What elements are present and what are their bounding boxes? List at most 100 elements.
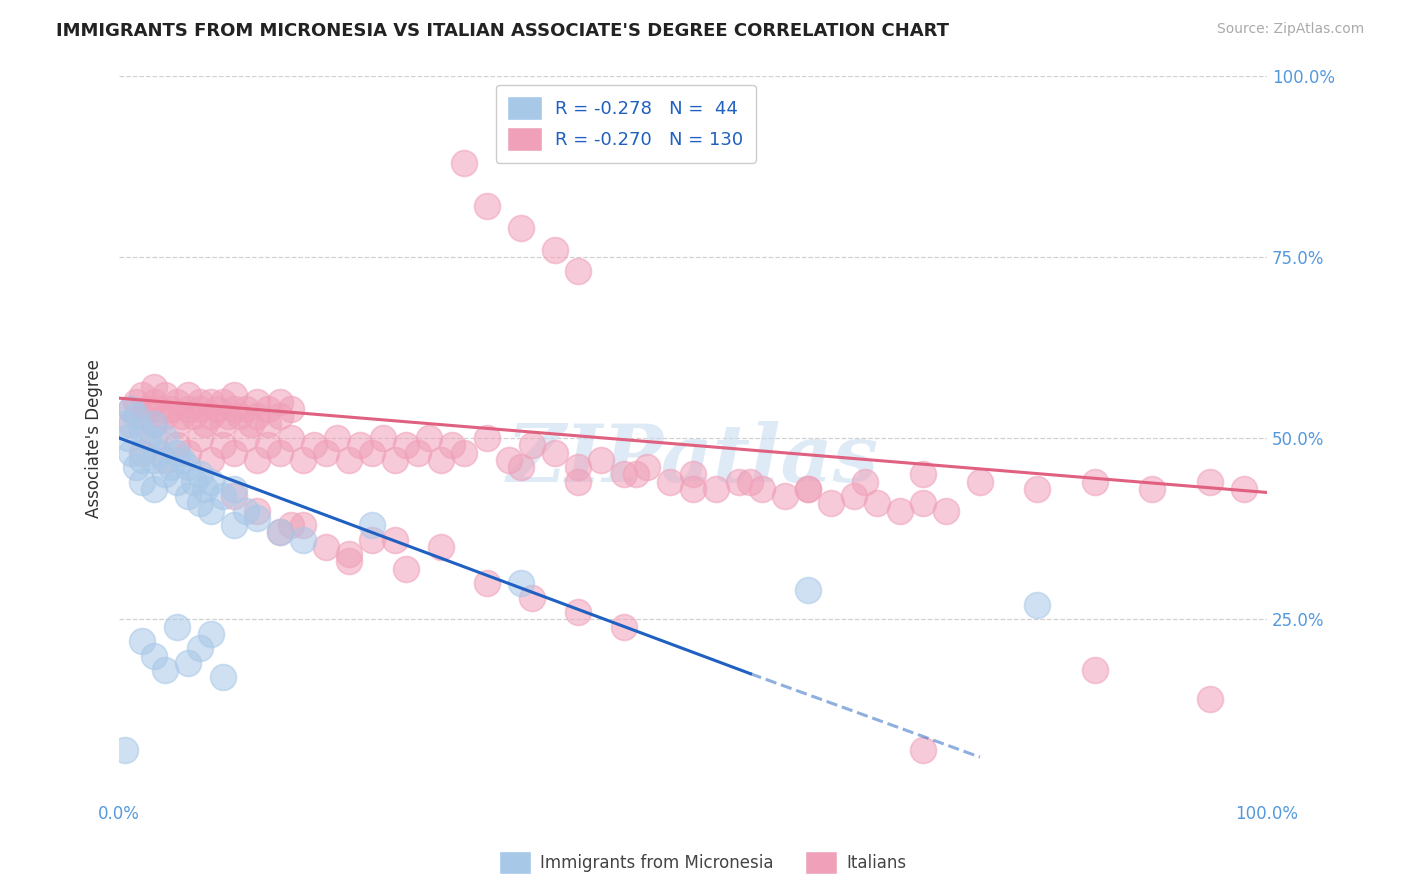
- Point: [751, 482, 773, 496]
- Point: [613, 467, 636, 482]
- Point: [125, 394, 148, 409]
- Point: [177, 489, 200, 503]
- Point: [269, 394, 291, 409]
- Point: [142, 452, 165, 467]
- Point: [200, 475, 222, 489]
- Point: [142, 431, 165, 445]
- Point: [120, 445, 142, 459]
- Point: [142, 417, 165, 431]
- Point: [797, 482, 820, 496]
- Point: [522, 438, 544, 452]
- Point: [591, 452, 613, 467]
- Point: [567, 460, 589, 475]
- Point: [567, 264, 589, 278]
- Point: [240, 417, 263, 431]
- Point: [453, 155, 475, 169]
- Point: [200, 503, 222, 517]
- Point: [148, 445, 170, 459]
- Point: [728, 475, 751, 489]
- Point: [453, 445, 475, 459]
- Point: [211, 394, 233, 409]
- Point: [269, 525, 291, 540]
- Point: [269, 445, 291, 459]
- Point: [200, 409, 222, 424]
- Point: [188, 431, 211, 445]
- Point: [200, 394, 222, 409]
- Point: [125, 460, 148, 475]
- Point: [797, 583, 820, 598]
- Point: [200, 627, 222, 641]
- Point: [418, 431, 440, 445]
- Point: [211, 417, 233, 431]
- Point: [429, 540, 451, 554]
- Point: [142, 394, 165, 409]
- Point: [911, 467, 934, 482]
- Point: [211, 438, 233, 452]
- Point: [120, 402, 142, 417]
- Point: [153, 663, 176, 677]
- Point: [911, 496, 934, 510]
- Point: [217, 409, 239, 424]
- Point: [114, 743, 136, 757]
- Point: [153, 431, 176, 445]
- Point: [183, 409, 205, 424]
- Point: [160, 402, 183, 417]
- Point: [188, 394, 211, 409]
- Point: [257, 402, 280, 417]
- Point: [246, 511, 269, 525]
- Point: [1198, 692, 1220, 706]
- Point: [441, 438, 464, 452]
- Point: [229, 409, 252, 424]
- Point: [636, 460, 658, 475]
- Point: [337, 554, 360, 568]
- Point: [117, 431, 139, 445]
- Point: [222, 482, 245, 496]
- Point: [280, 431, 302, 445]
- Point: [326, 431, 349, 445]
- Point: [406, 445, 429, 459]
- Point: [384, 452, 406, 467]
- Point: [1084, 663, 1107, 677]
- Point: [142, 417, 165, 431]
- Point: [125, 409, 148, 424]
- Point: [131, 409, 153, 424]
- Point: [1233, 482, 1256, 496]
- Text: ZIPatlas: ZIPatlas: [508, 421, 879, 499]
- Point: [510, 576, 533, 591]
- Point: [1026, 598, 1049, 612]
- Point: [682, 482, 704, 496]
- Point: [153, 452, 176, 467]
- Point: [567, 475, 589, 489]
- Point: [475, 576, 498, 591]
- Point: [935, 503, 957, 517]
- Point: [498, 452, 520, 467]
- Point: [349, 438, 371, 452]
- Point: [120, 402, 142, 417]
- Point: [211, 489, 233, 503]
- Point: [1140, 482, 1163, 496]
- Point: [188, 402, 211, 417]
- Point: [510, 460, 533, 475]
- Point: [291, 533, 314, 547]
- Point: [177, 387, 200, 401]
- Point: [567, 605, 589, 619]
- Point: [177, 402, 200, 417]
- Point: [853, 475, 876, 489]
- Point: [969, 475, 991, 489]
- Point: [205, 402, 228, 417]
- Point: [114, 417, 136, 431]
- Legend: R = -0.278   N =  44, R = -0.270   N = 130: R = -0.278 N = 44, R = -0.270 N = 130: [495, 85, 756, 163]
- Point: [194, 417, 217, 431]
- Point: [194, 482, 217, 496]
- Point: [475, 199, 498, 213]
- Point: [142, 648, 165, 663]
- Point: [704, 482, 727, 496]
- Point: [166, 475, 188, 489]
- Point: [235, 503, 257, 517]
- Point: [337, 452, 360, 467]
- Point: [166, 619, 188, 633]
- Point: [131, 445, 153, 459]
- Point: [200, 452, 222, 467]
- Point: [773, 489, 796, 503]
- Point: [188, 467, 211, 482]
